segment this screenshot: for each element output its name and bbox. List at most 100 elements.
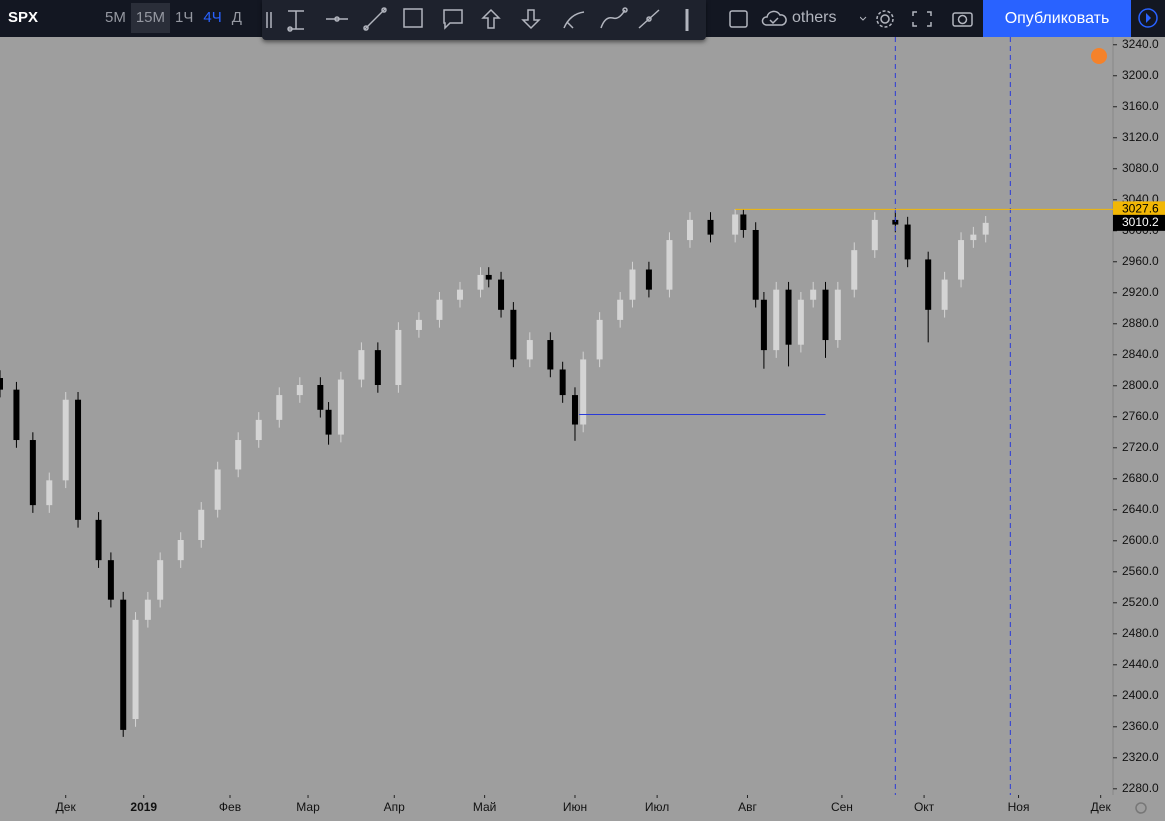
x-tick-label: Май [473,800,497,814]
y-tick-label: 3160.0 [1122,99,1159,113]
candle-body [666,240,673,290]
interval[interactable]: Д [231,9,242,26]
y-tick-label: 2400.0 [1122,688,1159,702]
candle-body [395,329,402,385]
y-tick-label: 2320.0 [1122,750,1159,764]
candle-body [810,289,817,300]
y-tick-label: 2280.0 [1122,781,1159,795]
candle-body [325,409,332,435]
candle-body [358,350,365,380]
candle-body [686,219,693,241]
drawing-toolbar [262,0,706,40]
layout-icons[interactable] [728,8,788,30]
chart: 2280.0 2320.0 2360.0 2400.0 2440.0 2480.0 2520… [0,37,1165,814]
x-tick-label: 2019 [130,800,157,814]
candle-body [95,519,102,561]
candle-body [571,395,578,425]
x-tick-label: Дек [1091,800,1112,814]
price-label: 3027.6 [1122,202,1159,216]
candle-body [477,274,484,290]
candle-body [851,250,858,290]
candle-body [177,540,184,561]
candle-body [822,289,829,341]
y-tick-label: 2800.0 [1122,378,1159,392]
candle-body [75,399,82,520]
last-price-badge [1113,214,1165,231]
candle-body [510,309,517,360]
candle-body [526,340,533,360]
candle-body [0,378,3,390]
candle-body [132,619,139,720]
candle-body [941,279,948,310]
interval[interactable]: 5M [105,9,126,26]
candle-body [834,289,841,341]
layout-name[interactable]: others [792,9,837,26]
y-tick-label: 2880.0 [1122,316,1159,330]
candle-body [46,480,53,506]
y-tick-label: 2520.0 [1122,595,1159,609]
x-tick-label: Апр [384,800,406,814]
candle-body [752,229,759,300]
candle-body [925,259,932,310]
y-tick-label: 3240.0 [1122,37,1159,51]
x-tick-label: Июл [645,800,669,814]
price-badge [1113,201,1165,218]
candle-body [982,222,989,235]
drawing-tools[interactable] [262,0,706,40]
candle-body [107,560,114,600]
symbol[interactable]: SPX [8,9,39,26]
candle-body [29,440,36,506]
candle-body [732,214,739,235]
x-tick-label: Июн [563,800,587,814]
y-tick-label: 3120.0 [1122,130,1159,144]
y-tick-label: 3200.0 [1122,68,1159,82]
candle-body [198,509,205,541]
y-tick-label: 2480.0 [1122,626,1159,640]
candle-body [645,269,652,290]
candle-body [773,289,780,351]
interval[interactable]: 4Ч [203,9,222,26]
publish-button[interactable]: Опубликовать [983,0,1131,37]
interval[interactable]: 15M [130,3,171,33]
interval[interactable]: 1Ч [175,9,194,26]
candle-body [707,219,714,235]
y-tick-label: 2440.0 [1122,657,1159,671]
y-tick-label: 2760.0 [1122,409,1159,423]
y-tick-label: 2840.0 [1122,347,1159,361]
candle-body [970,234,977,241]
alert-dot[interactable] [1091,48,1107,64]
candle-body [559,369,566,396]
candle-body [785,289,792,345]
y-tick-label: 2560.0 [1122,564,1159,578]
header-icons[interactable] [860,8,980,30]
candle-body [871,219,878,251]
candle-body [144,599,151,620]
x-tick-label: Окт [914,800,935,814]
settings-icon[interactable] [1135,802,1147,814]
x-tick-label: Сен [831,800,853,814]
candle-body [436,299,443,320]
candle-body [580,359,587,425]
candle-body [276,395,283,420]
y-tick-label: 2600.0 [1122,533,1159,547]
play-button[interactable] [1131,0,1165,37]
candle-body [296,384,303,396]
candle-body [157,560,164,600]
candle-body [62,399,69,481]
intervals: 5M 15M 1Ч 4Ч Д [100,0,247,37]
x-tick-label: Мар [296,800,320,814]
candle-body [456,289,463,300]
y-tick-label: 2960.0 [1122,254,1159,268]
candle-body [740,214,747,230]
candle-body [596,319,603,360]
candle-body [958,240,965,280]
y-tick-label: 2680.0 [1122,471,1159,485]
candle-body [13,389,20,441]
candle-body [317,384,324,410]
candle-body [235,440,242,470]
candle-body [255,419,262,441]
candle-body [547,340,554,370]
candle-body [760,299,767,351]
y-tick-label: 2720.0 [1122,440,1159,454]
